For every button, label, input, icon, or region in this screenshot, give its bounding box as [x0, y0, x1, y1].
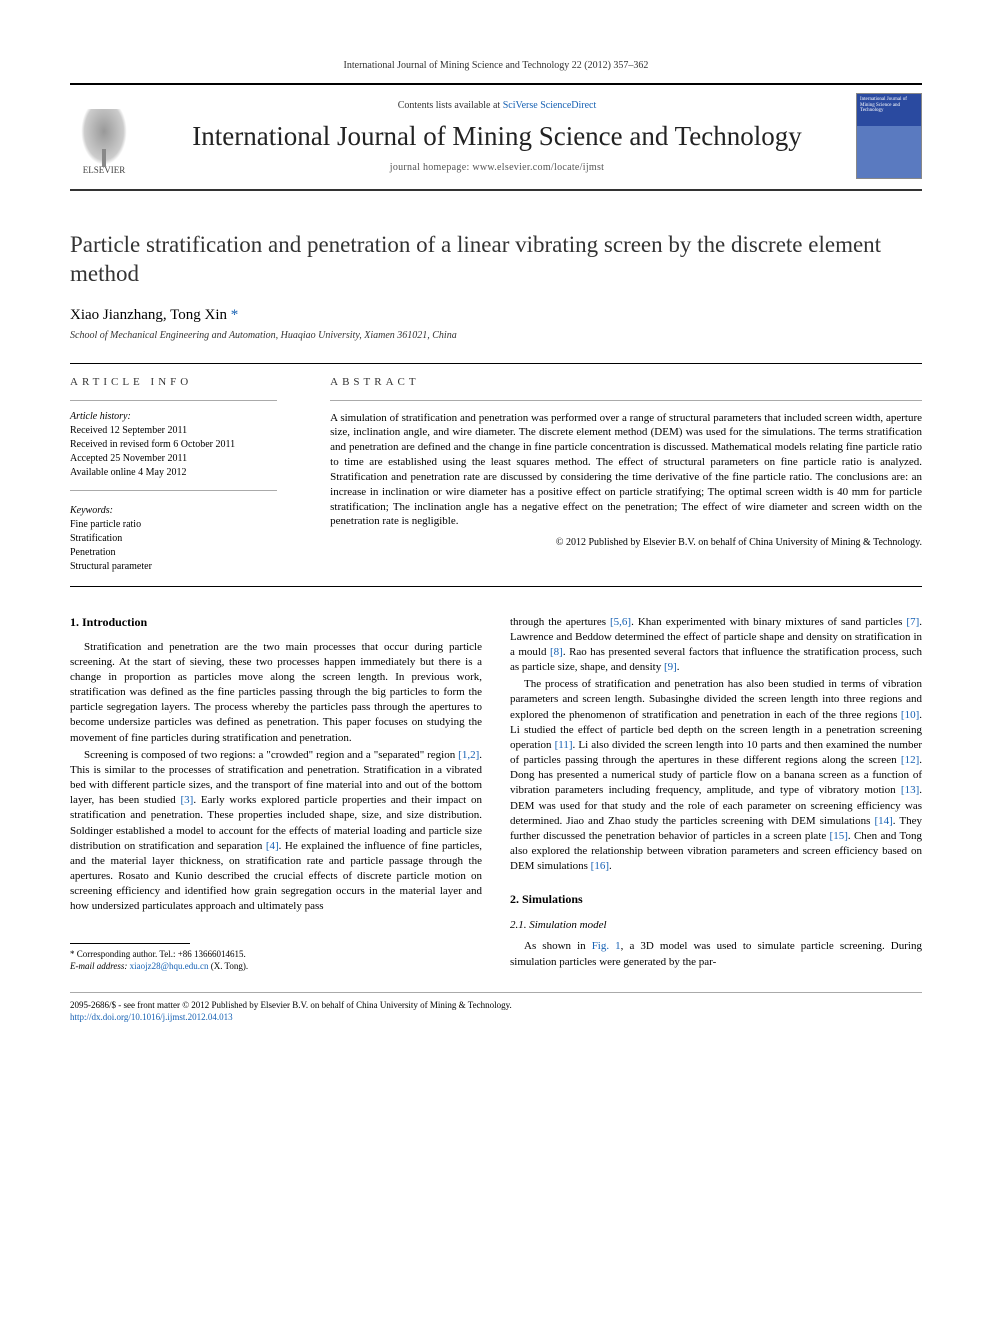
section-head-sim: 2. Simulations — [510, 892, 922, 907]
contents-line: Contents lists available at SciVerse Sci… — [156, 100, 838, 111]
body-para: The process of stratification and penetr… — [510, 677, 922, 874]
article-affiliation: School of Mechanical Engineering and Aut… — [70, 330, 922, 341]
ref-link[interactable]: [4] — [266, 840, 279, 852]
journal-title: International Journal of Mining Science … — [156, 121, 838, 152]
body-para: As shown in Fig. 1, a 3D model was used … — [510, 939, 922, 969]
ref-link[interactable]: [8] — [550, 646, 563, 658]
journal-homepage: journal homepage: www.elsevier.com/locat… — [156, 162, 838, 173]
history-item: Available online 4 May 2012 — [70, 466, 300, 480]
ref-link[interactable]: [10] — [901, 709, 919, 721]
journal-cover-thumb: International Journal of Mining Science … — [856, 93, 922, 179]
abstract-text: A simulation of stratification and penet… — [330, 411, 922, 530]
issn-line: 2095-2686/$ - see front matter © 2012 Pu… — [70, 999, 922, 1012]
article-info-head: ARTICLE INFO — [70, 376, 300, 388]
email-link[interactable]: xiaojz28@hqu.edu.cn — [130, 961, 209, 971]
keyword: Stratification — [70, 532, 300, 546]
ref-link[interactable]: [16] — [591, 860, 609, 872]
publisher-logo: ELSEVIER — [70, 97, 138, 175]
doi-link[interactable]: http://dx.doi.org/10.1016/j.ijmst.2012.0… — [70, 1012, 233, 1022]
article-authors: Xiao Jianzhang, Tong Xin * — [70, 307, 922, 324]
body-para: Stratification and penetration are the t… — [70, 640, 482, 746]
body-columns: 1. Introduction Stratification and penet… — [70, 615, 922, 972]
subsection-head: 2.1. Simulation model — [510, 919, 922, 931]
copyright-line: © 2012 Published by Elsevier B.V. on beh… — [330, 537, 922, 548]
keyword: Penetration — [70, 546, 300, 560]
ref-link[interactable]: [14] — [874, 815, 892, 827]
corresponding-mark: * — [231, 307, 239, 323]
history-label: Article history: — [70, 411, 300, 422]
ref-link[interactable]: [13] — [901, 784, 919, 796]
ref-link[interactable]: [7] — [906, 616, 919, 628]
header-citation: International Journal of Mining Science … — [70, 60, 922, 71]
ref-link[interactable]: [12] — [901, 754, 919, 766]
keywords-label: Keywords: — [70, 505, 300, 516]
history-item: Accepted 25 November 2011 — [70, 452, 300, 466]
ref-link[interactable]: [3] — [181, 794, 194, 806]
section-head-intro: 1. Introduction — [70, 615, 482, 630]
ref-link[interactable]: [11] — [555, 739, 573, 751]
elsevier-tree-icon — [81, 109, 127, 165]
body-para: through the apertures [5,6]. Khan experi… — [510, 615, 922, 676]
sciencedirect-link[interactable]: SciVerse ScienceDirect — [503, 100, 597, 111]
history-item: Received in revised form 6 October 2011 — [70, 438, 300, 452]
ref-link[interactable]: [1,2] — [458, 749, 479, 761]
corresponding-footnote: * Corresponding author. Tel.: +86 136660… — [70, 948, 482, 972]
ref-link[interactable]: [5,6] — [610, 616, 631, 628]
journal-banner: ELSEVIER Contents lists available at Sci… — [70, 83, 922, 191]
keyword: Structural parameter — [70, 560, 300, 574]
keyword: Fine particle ratio — [70, 518, 300, 532]
history-item: Received 12 September 2011 — [70, 424, 300, 438]
abstract-head: ABSTRACT — [330, 376, 922, 388]
ref-link[interactable]: [15] — [830, 830, 848, 842]
article-info-block: ARTICLE INFO Article history: Received 1… — [70, 363, 922, 587]
ref-link[interactable]: [9] — [664, 661, 677, 673]
footer-block: 2095-2686/$ - see front matter © 2012 Pu… — [70, 992, 922, 1024]
body-para: Screening is composed of two regions: a … — [70, 748, 482, 915]
figure-link[interactable]: Fig. 1 — [592, 940, 621, 952]
article-title: Particle stratification and penetration … — [70, 231, 922, 289]
